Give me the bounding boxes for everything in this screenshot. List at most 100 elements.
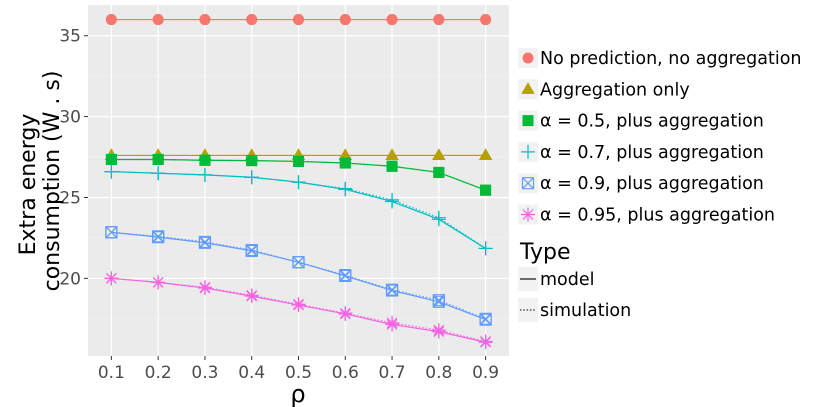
- data-point-simulation: [152, 14, 164, 26]
- legend-entry-4: α = 0.9, plus aggregation: [518, 173, 764, 194]
- data-point-simulation: [197, 280, 212, 295]
- data-point-simulation: [479, 312, 492, 325]
- legend-entry-2: α = 0.5, plus aggregation: [518, 110, 764, 132]
- x-tick-label: 0.9: [472, 363, 499, 383]
- data-point-simulation: [480, 14, 492, 26]
- data-point-simulation: [385, 315, 400, 330]
- y-tick-label: 20: [59, 269, 81, 289]
- y-axis-label-line-1: Extra energy: [16, 114, 41, 256]
- legend-marker: [521, 82, 535, 94]
- x-axis-label: ρ: [290, 380, 305, 407]
- data-point-simulation: [293, 155, 304, 167]
- data-point-simulation: [105, 226, 118, 239]
- type-legend-title: Type: [519, 240, 571, 265]
- data-point-simulation: [431, 210, 446, 225]
- data-point-simulation: [104, 271, 119, 286]
- x-tick-label: 0.7: [379, 363, 406, 383]
- series-4: [105, 226, 492, 326]
- y-tick-label: 35: [59, 27, 81, 47]
- series-5: [104, 271, 493, 350]
- x-tick-label: 0.4: [238, 363, 265, 383]
- legend-label: α = 0.95, plus aggregation: [540, 206, 775, 226]
- data-point-simulation: [386, 14, 398, 26]
- x-tick-label: 0.5: [285, 363, 312, 383]
- data-point-simulation: [480, 184, 492, 196]
- legend-marker: [521, 144, 535, 159]
- data-point-simulation: [478, 241, 493, 256]
- series-simulation-line: [111, 171, 486, 249]
- legend: No prediction, no aggregation Aggregation…: [518, 48, 802, 322]
- data-point-simulation: [339, 14, 351, 26]
- data-point-simulation: [198, 235, 212, 249]
- data-point-simulation: [433, 166, 445, 178]
- type-legend-label: simulation: [540, 301, 631, 321]
- data-point-simulation: [291, 175, 306, 190]
- data-point-simulation: [246, 155, 258, 167]
- legend-label: Aggregation only: [540, 80, 690, 100]
- data-point-simulation: [292, 256, 305, 269]
- type-legend-entry-simulation: simulation: [518, 298, 631, 322]
- type-legend-label: model: [540, 270, 595, 290]
- x-tick-label: 0.2: [145, 363, 172, 383]
- data-point-simulation: [338, 148, 352, 160]
- data-point-simulation: [385, 283, 399, 296]
- series-layer: [104, 14, 493, 350]
- legend-marker: [521, 177, 535, 190]
- data-point-simulation: [199, 14, 211, 26]
- data-point-simulation: [338, 306, 353, 321]
- data-point-simulation: [431, 323, 446, 338]
- series-0: [105, 14, 492, 26]
- legend-marker: [521, 207, 535, 222]
- data-point-simulation: [385, 148, 399, 160]
- series-simulation-line: [111, 158, 486, 191]
- data-point-simulation: [246, 14, 258, 26]
- data-point-simulation: [244, 288, 259, 303]
- legend-entry-1: Aggregation only: [518, 79, 690, 100]
- legend-marker: [522, 52, 534, 64]
- data-point-simulation: [151, 166, 166, 181]
- data-point-simulation: [152, 153, 164, 165]
- data-point-simulation: [433, 14, 445, 26]
- y-tick-label: 25: [59, 188, 81, 208]
- y-axis-label-line-2: consumption (W . s): [40, 71, 65, 292]
- legend-label: α = 0.5, plus aggregation: [540, 112, 764, 132]
- data-point-simulation: [432, 148, 446, 160]
- data-point-simulation: [197, 167, 212, 182]
- legend-entry-0: No prediction, no aggregation: [518, 48, 802, 69]
- data-point-simulation: [339, 269, 352, 282]
- x-tick-label: 0.6: [332, 363, 359, 383]
- legend-entry-3: α = 0.7, plus aggregation: [518, 141, 764, 163]
- data-point-simulation: [338, 181, 353, 196]
- y-axis-label: Extra energy consumption (W . s): [16, 71, 65, 292]
- legend-label: α = 0.9, plus aggregation: [540, 174, 764, 194]
- data-point-simulation: [339, 157, 351, 169]
- legend-label: α = 0.7, plus aggregation: [540, 143, 764, 163]
- data-point-simulation: [104, 164, 119, 179]
- data-point-simulation: [432, 294, 445, 307]
- data-point-simulation: [478, 334, 493, 349]
- data-point-simulation: [105, 153, 117, 165]
- x-tick-label: 0.1: [98, 363, 125, 383]
- y-tick-label: 30: [59, 108, 81, 128]
- data-point-simulation: [152, 230, 165, 243]
- legend-marker: [522, 115, 534, 127]
- data-point-simulation: [478, 148, 493, 160]
- series-2: [105, 153, 492, 196]
- type-legend-entry-model: model: [518, 267, 595, 291]
- series-3: [104, 164, 493, 256]
- data-point-simulation: [291, 297, 306, 312]
- data-point-simulation: [245, 243, 258, 257]
- data-point-simulation: [386, 160, 398, 172]
- data-point-simulation: [105, 14, 117, 26]
- data-point-simulation: [199, 154, 211, 166]
- axes: 20 25 30 35 0.1 0.2 0.3 0.4 0.5 0.6 0.7 0.8 0.9: [59, 27, 499, 383]
- data-point-simulation: [385, 192, 400, 207]
- data-point-simulation: [293, 14, 304, 26]
- data-point-simulation: [244, 170, 259, 185]
- data-point-simulation: [151, 275, 166, 290]
- x-tick-label: 0.8: [425, 363, 452, 383]
- legend-entry-5: α = 0.95, plus aggregation: [518, 204, 775, 226]
- x-tick-label: 0.3: [191, 363, 218, 383]
- legend-label: No prediction, no aggregation: [540, 49, 802, 69]
